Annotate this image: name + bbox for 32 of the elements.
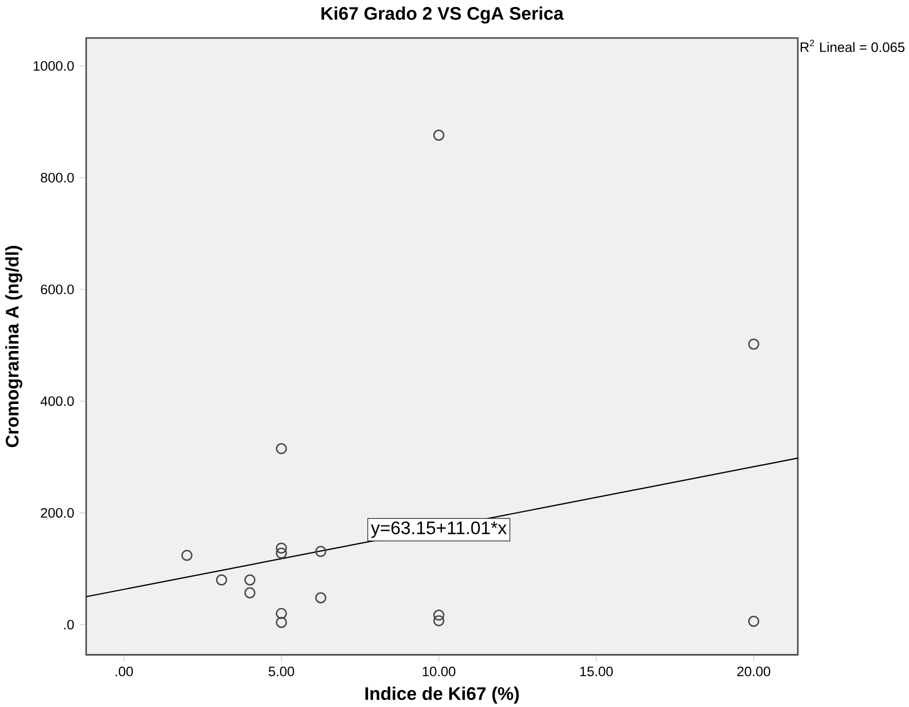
point: [276, 608, 287, 620]
point: [748, 616, 760, 628]
y-tick-label: 200.0: [40, 508, 74, 518]
y-tick-label: .0: [64, 620, 74, 630]
y-tick-label: 1000.0: [34, 61, 74, 71]
x-tick-label: .00: [116, 666, 133, 677]
annotation: y=63.15+11.01*x: [370, 522, 507, 538]
point: [181, 550, 192, 562]
y-tick-label: 800.0: [40, 173, 74, 183]
point: [315, 592, 326, 604]
point: [433, 610, 444, 621]
point: [216, 574, 228, 586]
point: [748, 338, 760, 350]
point: [244, 588, 256, 599]
point: [315, 546, 326, 558]
x-tick-label: 20.00: [737, 666, 770, 677]
x-tick-label: 15.00: [580, 666, 613, 677]
point: [244, 574, 256, 586]
point: [276, 548, 287, 559]
y-tick-label: 600.0: [40, 284, 74, 294]
y-tick-label: 400.0: [40, 396, 74, 406]
point: [433, 130, 444, 141]
chart-title: Ki67 Grado 2 VS CgA Serica: [322, 6, 564, 24]
text: R$^{2}$ Lineal = 0.065: [800, 40, 904, 52]
point: [433, 615, 444, 626]
point: [276, 542, 287, 554]
point: [276, 617, 287, 628]
y-axis-title: Cromogranina A (ng/dl): [5, 246, 22, 448]
x-axis-title: Indice de Ki67 (%): [365, 686, 519, 704]
x-tick-label: 5.00: [268, 666, 294, 677]
point: [276, 443, 287, 454]
x-tick-label: 10.00: [422, 666, 456, 677]
